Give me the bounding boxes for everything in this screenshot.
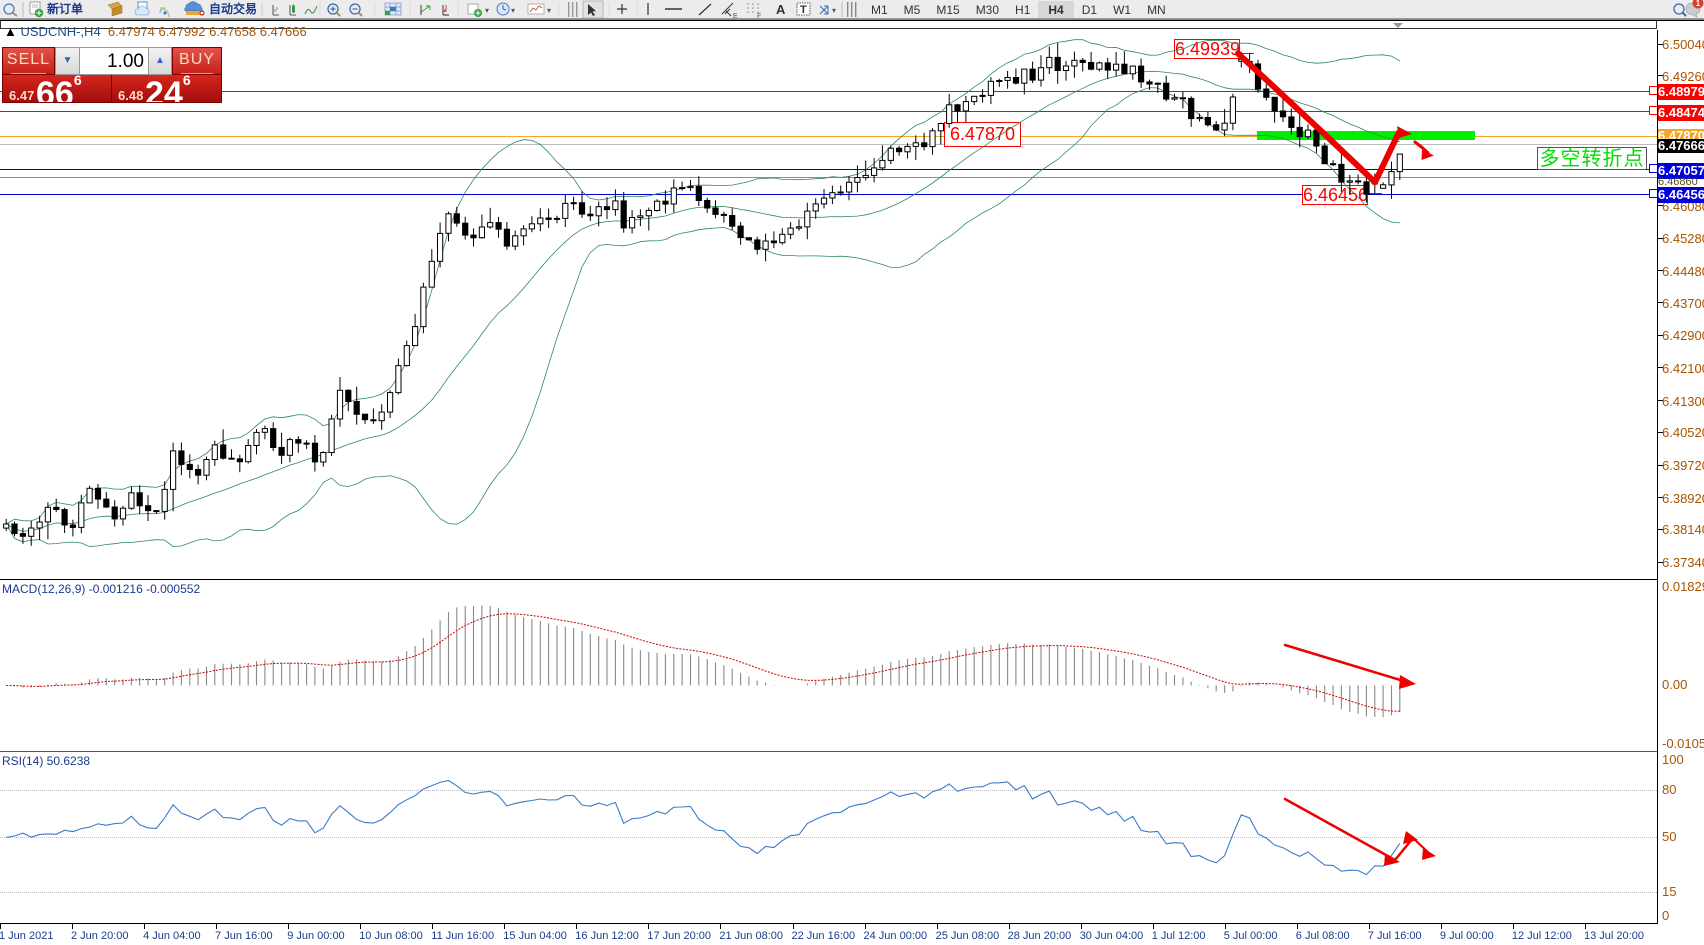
svg-text:1: 1 <box>1696 0 1701 8</box>
